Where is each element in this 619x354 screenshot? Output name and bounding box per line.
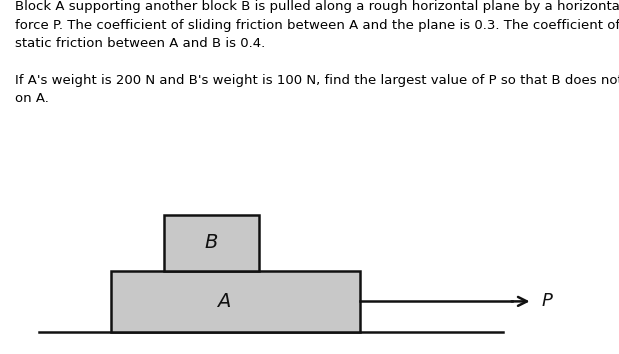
Text: A: A [217, 292, 230, 311]
Bar [164, 215, 259, 271]
Text: Block A supporting another block B is pulled along a rough horizontal plane by a: Block A supporting another block B is pu… [15, 0, 619, 105]
Text: B: B [205, 234, 219, 252]
Text: P: P [542, 292, 552, 310]
Bar [111, 271, 360, 332]
